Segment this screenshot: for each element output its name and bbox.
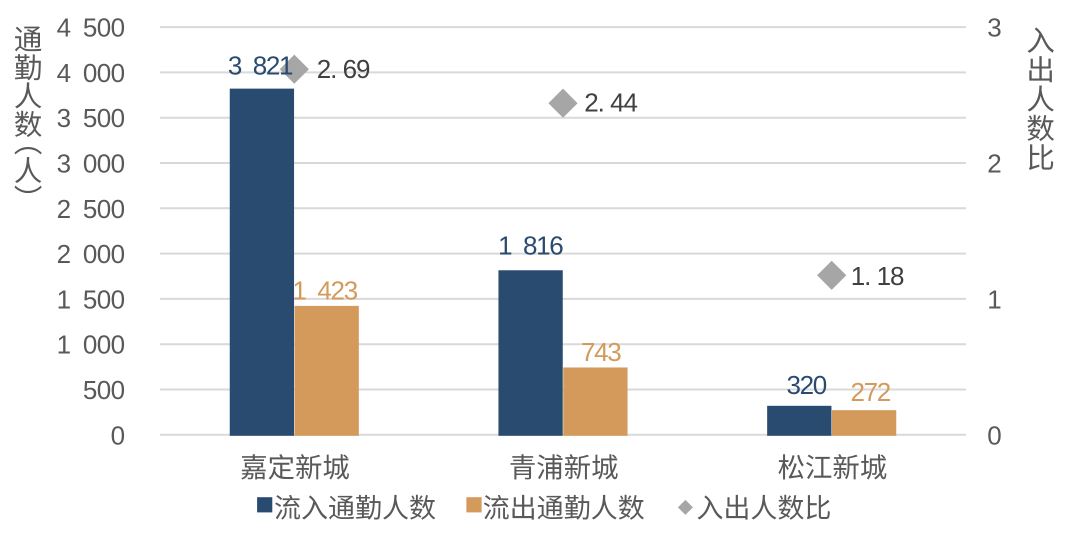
svg-text:3 500: 3 500 <box>57 103 125 133</box>
svg-text:500: 500 <box>83 375 125 405</box>
svg-text:1 500: 1 500 <box>57 284 125 314</box>
svg-text:1: 1 <box>987 284 1001 314</box>
svg-text:4 000: 4 000 <box>57 58 125 88</box>
svg-text:1 816: 1 816 <box>498 230 563 260</box>
svg-text:320: 320 <box>786 370 826 400</box>
svg-text:1 423: 1 423 <box>293 276 358 306</box>
svg-text:2. 44: 2. 44 <box>584 88 637 118</box>
svg-text:743: 743 <box>581 337 621 367</box>
svg-text:2. 69: 2. 69 <box>317 54 370 84</box>
svg-text:1 000: 1 000 <box>57 330 125 360</box>
svg-text:4 500: 4 500 <box>57 13 125 43</box>
svg-text:3 821: 3 821 <box>228 50 293 80</box>
svg-text:0: 0 <box>111 420 125 450</box>
svg-text:3 000: 3 000 <box>57 149 125 179</box>
svg-text:272: 272 <box>850 377 890 407</box>
svg-text:1. 18: 1. 18 <box>851 261 904 291</box>
svg-text:2 500: 2 500 <box>57 194 125 224</box>
svg-text:0: 0 <box>987 420 1001 450</box>
svg-text:2: 2 <box>987 149 1001 179</box>
svg-text:2 000: 2 000 <box>57 239 125 269</box>
svg-text:3: 3 <box>987 13 1001 43</box>
